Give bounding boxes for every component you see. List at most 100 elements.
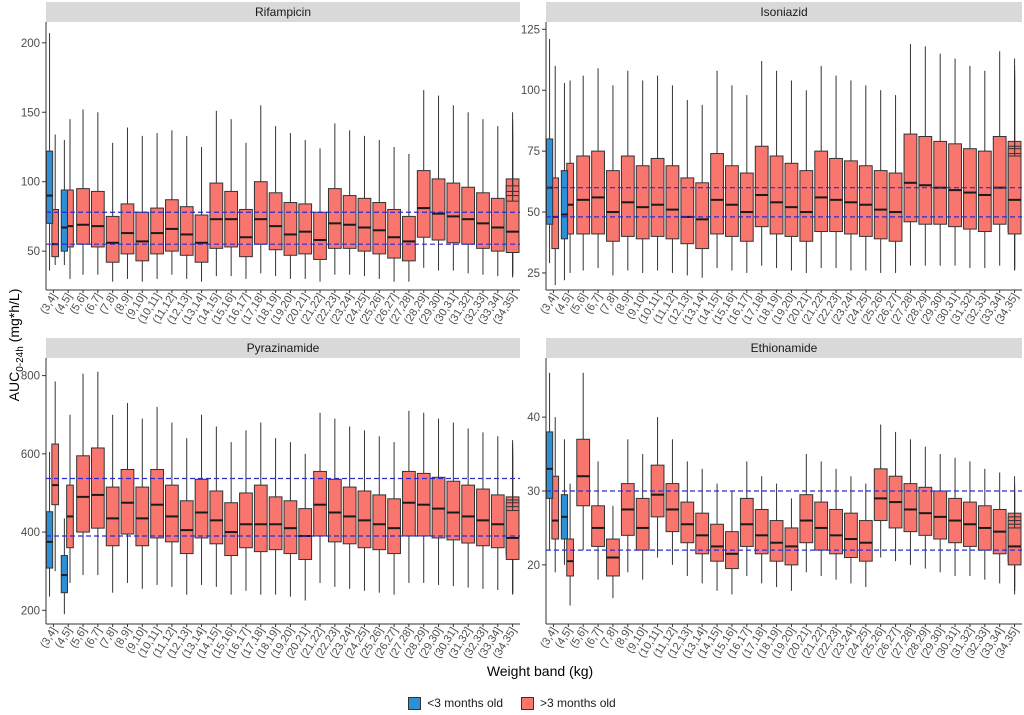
box-rifampicin-old-(27,28] [402,215,416,262]
y-tick-label-pyrazinamide: 200 [21,605,40,617]
box-isoniazid-old-(17,18] [754,145,769,228]
box-isoniazid-young-(3,4] [545,138,554,225]
box-pyrazinamide-old-(9,10] [135,486,150,547]
box-pyrazinamide-old-(13,14] [194,478,209,539]
box-ethionamide-old-(29,30] [933,490,948,540]
legend-label-young: <3 months old [427,696,503,710]
box-pyrazinamide-old-(33,34] [490,494,505,549]
y-tick-label-rifampicin: 100 [21,177,40,189]
legend-key-old [521,696,534,710]
box-rifampicin-old-(20,21] [298,203,313,255]
facet-strip-rifampicin [46,2,520,22]
box-pyrazinamide-old-(25,26] [372,494,387,551]
box-ethionamide-old-(21,22] [814,501,829,551]
box-isoniazid-old-(10,11] [650,157,665,237]
box-isoniazid-old-undefined [1007,155,1022,235]
box-rifampicin-old-(28,29] [416,170,431,238]
box-pyrazinamide-old-(3,4] [51,443,60,506]
y-tick-label-ethionamide: 20 [527,560,540,572]
box-ethionamide-old-(16,17] [739,497,754,547]
box-isoniazid-old-(22,23] [829,157,843,233]
box-pyrazinamide-old-undefined [505,510,520,560]
box-ethionamide-old-(25,26] [873,468,888,522]
box-isoniazid-old-(32,33] [977,150,992,233]
box-pyrazinamide-old-(6,7] [90,447,105,529]
facet-title-pyrazinamide: Pyrazinamide [247,341,320,355]
box-isoniazid-old-(21,22] [814,150,829,233]
box-pyrazinamide-old-(7,8] [105,486,120,547]
y-tick-label-pyrazinamide: 800 [21,371,40,383]
x-axis-title: Weight band (kg) [487,663,593,679]
legend-key-young [408,696,422,710]
box-pyrazinamide-old-(16,17] [239,492,253,549]
box-ethionamide-old-(20,21] [799,494,814,544]
box-rifampicin-old-(7,8] [105,215,120,263]
box-rifampicin-old-(14,15] [209,182,224,249]
y-tick-label-pyrazinamide: 400 [21,527,40,539]
faceted-boxplot-figure: AUC0-24h (mg*h/L) Weight band (kg) Rifam… [6,2,1022,679]
box-rifampicin-old-(3,4] [51,208,60,258]
y-tick-label-isoniazid: 125 [521,24,540,36]
box-ethionamide-old-(14,15] [710,523,724,562]
box-rifampicin-old-(6,7] [90,190,105,248]
box-ethionamide-old-(9,10] [635,497,650,551]
box-ethionamide-old-(18,19] [769,520,784,562]
box-isoniazid-old-(24,25] [858,165,873,237]
box-rifampicin-old-(21,22] [313,211,327,260]
box-pyrazinamide-old-(31,32] [461,484,476,544]
box-isoniazid-old-(11,12] [665,165,680,240]
box-isoniazid-old-(33,34] [992,136,1007,225]
facet-strip-pyrazinamide [46,338,520,358]
box-rifampicin-old-(25,26] [372,202,387,255]
box-rifampicin-old-(24,25] [357,197,372,252]
box-rifampicin-old-(31,32] [461,186,476,245]
box-isoniazid-old-(14,15] [710,153,724,235]
box-rifampicin-old-(30,31] [446,182,461,244]
box-ethionamide-old-(28,29] [918,486,933,536]
box-rifampicin-old-(11,12] [165,199,179,252]
box-isoniazid-old-(23,24] [844,160,858,235]
legend: <3 months old >3 months old [0,692,1024,714]
y-tick-label-ethionamide: 30 [527,486,540,498]
box-rifampicin-old-(23,24] [342,195,357,249]
box-isoniazid-old-(30,31] [948,143,962,228]
y-axis-title: AUC0-24h (mg*h/L) [6,289,26,402]
box-rifampicin-old-(5,6] [76,188,90,245]
box-isoniazid-old-(12,13] [680,177,695,245]
box-isoniazid-old-(28,29] [918,136,933,225]
box-ethionamide-old-(12,13] [680,501,695,544]
box-ethionamide-old-(22,23] [829,508,843,555]
y-tick-label-ethionamide: 40 [527,412,540,424]
box-isoniazid-old-(6,7] [591,150,605,235]
box-isoniazid-old-(16,17] [739,172,754,242]
box-ethionamide-old-(13,14] [695,512,710,555]
legend-item-old: >3 months old [521,696,616,710]
box-rifampicin-old-(16,17] [239,208,253,258]
box-isoniazid-old-(19,20] [784,162,799,237]
facet-title-isoniazid: Isoniazid [760,5,807,19]
box-pyrazinamide-old-(32,33] [476,488,490,547]
box-ethionamide-old-(11,12] [665,483,680,533]
box-isoniazid-old-(8,9] [620,155,635,237]
box-pyrazinamide-old-(15,16] [224,502,239,557]
box-ethionamide-old-(5,6] [576,438,591,507]
box-rifampicin-old-undefined [505,200,520,254]
box-ethionamide-old-(4,5] [566,538,574,577]
box-rifampicin-old-(26,27] [387,208,401,259]
box-rifampicin-old-(18,19] [268,192,283,251]
box-rifampicin-old-(22,23] [327,188,342,249]
box-pyrazinamide-old-(26,27] [387,498,401,555]
box-pyrazinamide-old-(12,13] [179,500,194,555]
y-axis-title-unit: (mg*h/L) [6,289,22,347]
box-isoniazid-young-(4,5] [560,170,569,240]
legend-item-young: <3 months old [408,696,503,710]
facet-title-rifampicin: Rifampicin [255,5,311,19]
box-rifampicin-old-(17,18] [253,181,268,245]
y-tick-label-isoniazid: 75 [527,146,540,158]
box-rifampicin-old-(10,11] [150,207,164,255]
y-tick-label-isoniazid: 25 [527,268,540,280]
y-tick-label-rifampicin: 50 [27,246,40,258]
facet-strip-isoniazid [546,2,1022,22]
y-tick-label-rifampicin: 200 [21,38,40,50]
box-isoniazid-old-(5,6] [576,155,591,235]
